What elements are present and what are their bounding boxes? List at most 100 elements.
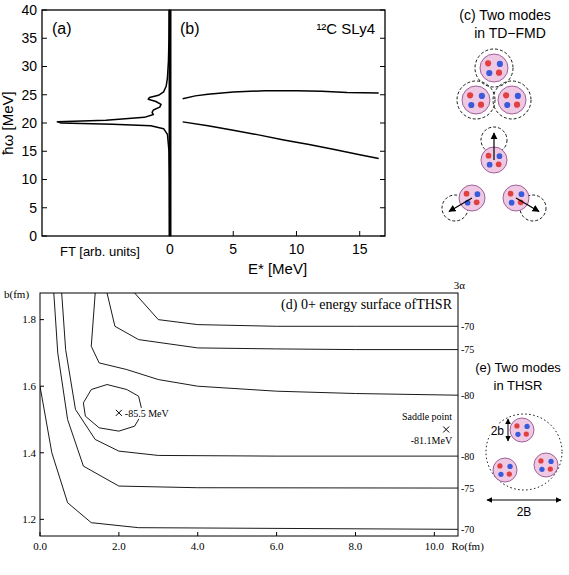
diagram-title: in THSR xyxy=(494,378,543,393)
y-tick-label: 25 xyxy=(21,87,37,103)
proton xyxy=(538,458,543,463)
alpha-cluster xyxy=(493,458,517,482)
figure: 00510152025303540(a)FT [arb. units]ħω [M… xyxy=(0,0,569,575)
y-tick-label: 1.8 xyxy=(22,313,36,325)
y-tick-label: 30 xyxy=(21,58,37,74)
x-tick xyxy=(359,231,360,236)
alpha-cluster xyxy=(462,86,490,114)
x-tick-label: 4.0 xyxy=(191,540,205,552)
alpha-cluster xyxy=(510,418,534,442)
size-arrow xyxy=(487,500,561,501)
y-tick xyxy=(380,123,385,124)
alpha-cluster xyxy=(534,453,558,477)
x-tick-label: 2.0 xyxy=(112,540,126,552)
x-tick-label: 0.0 xyxy=(33,540,47,552)
annotation: Saddle point xyxy=(402,411,452,422)
y-tick xyxy=(42,94,47,95)
y-tick xyxy=(42,38,47,39)
neutron xyxy=(548,459,553,464)
proton xyxy=(478,102,484,108)
data-layer xyxy=(57,10,169,236)
x-tick xyxy=(355,532,356,536)
neutron xyxy=(504,102,510,108)
diagram-e: (e) Two modes in THSR 2b 2B xyxy=(475,360,562,519)
point-marker xyxy=(443,426,449,432)
y-tick-label: 40 xyxy=(21,2,37,18)
panel: 51015(b)¹²C SLy4E* [MeV] xyxy=(170,10,385,277)
y-tick-label: 35 xyxy=(21,30,37,46)
alpha-cluster xyxy=(498,86,526,114)
size-arrow xyxy=(508,419,509,441)
y-tick-label: 0 xyxy=(29,228,37,244)
x-tick-label: 6.0 xyxy=(270,540,284,552)
mode-outline xyxy=(493,81,531,119)
y-tick-label: 10 xyxy=(21,171,37,187)
contour-label: -80 xyxy=(461,390,474,401)
x-tick-label: 10.0 xyxy=(425,540,445,552)
motion-arrow xyxy=(493,133,494,160)
y-tick xyxy=(380,236,385,237)
size-label: 2b xyxy=(491,424,505,438)
neutron xyxy=(498,472,503,477)
y-tick xyxy=(380,94,385,95)
y-tick xyxy=(40,519,44,520)
point-label: -85.5 MeV xyxy=(125,408,170,419)
y-tick xyxy=(380,38,385,39)
y-tick xyxy=(42,236,47,237)
y-tick xyxy=(42,151,47,152)
x-tick xyxy=(233,231,234,236)
proton xyxy=(503,92,509,98)
neutron xyxy=(486,70,492,76)
y-tick-label: 1.6 xyxy=(22,380,36,392)
label-patch xyxy=(490,424,506,438)
data-line xyxy=(91,293,458,395)
neutron xyxy=(497,61,503,67)
contour-label: -75 xyxy=(461,344,474,355)
y-tick-label: 1.4 xyxy=(22,447,36,459)
neutron xyxy=(507,464,512,469)
diagram-c: (c) Two modesin TD−FMD xyxy=(442,7,551,221)
diagram-title: (e) Two modes xyxy=(475,360,561,375)
neutron xyxy=(497,153,503,159)
proton xyxy=(514,102,520,108)
x-tick xyxy=(434,532,435,536)
proton xyxy=(548,466,553,471)
y-tick xyxy=(42,207,47,208)
data-line xyxy=(183,91,379,99)
contour-label: -70 xyxy=(461,321,474,332)
y-tick xyxy=(380,151,385,152)
x-tick-label: 0 xyxy=(166,241,174,257)
y-tick xyxy=(42,10,47,11)
alpha-cluster xyxy=(480,54,508,82)
neutron xyxy=(475,191,481,197)
y-tick xyxy=(380,66,385,67)
proton xyxy=(508,191,514,197)
neutron xyxy=(515,93,521,99)
y-tick-label: 15 xyxy=(21,143,37,159)
neutron xyxy=(539,467,544,472)
panel-title: (a) xyxy=(52,20,72,37)
data-layer xyxy=(183,91,379,159)
mode-outline xyxy=(486,414,562,490)
motion-arrow xyxy=(449,198,472,212)
motion-arrow xyxy=(516,198,539,212)
neutron xyxy=(487,162,493,168)
y-tick xyxy=(380,207,385,208)
x-tick xyxy=(197,532,198,536)
proton xyxy=(496,70,502,76)
neutron xyxy=(479,93,485,99)
data-line xyxy=(62,293,458,456)
proton xyxy=(524,431,529,436)
y-tick xyxy=(40,319,44,320)
diagram-title: in TD−FMD xyxy=(474,25,546,41)
size-label: 2B xyxy=(517,505,532,519)
panel-title: (d) 0+ energy surface ofTHSR xyxy=(281,297,453,313)
y-tick xyxy=(42,66,47,67)
x-tick xyxy=(296,231,297,236)
y-tick xyxy=(42,179,47,180)
x-axis-title: Ro(fm) xyxy=(451,540,484,553)
y-tick-label: 1.2 xyxy=(22,513,36,525)
x-tick-label: 15 xyxy=(352,241,368,257)
x-axis-title: FT [arb. units] xyxy=(60,244,140,259)
data-line xyxy=(135,293,458,326)
